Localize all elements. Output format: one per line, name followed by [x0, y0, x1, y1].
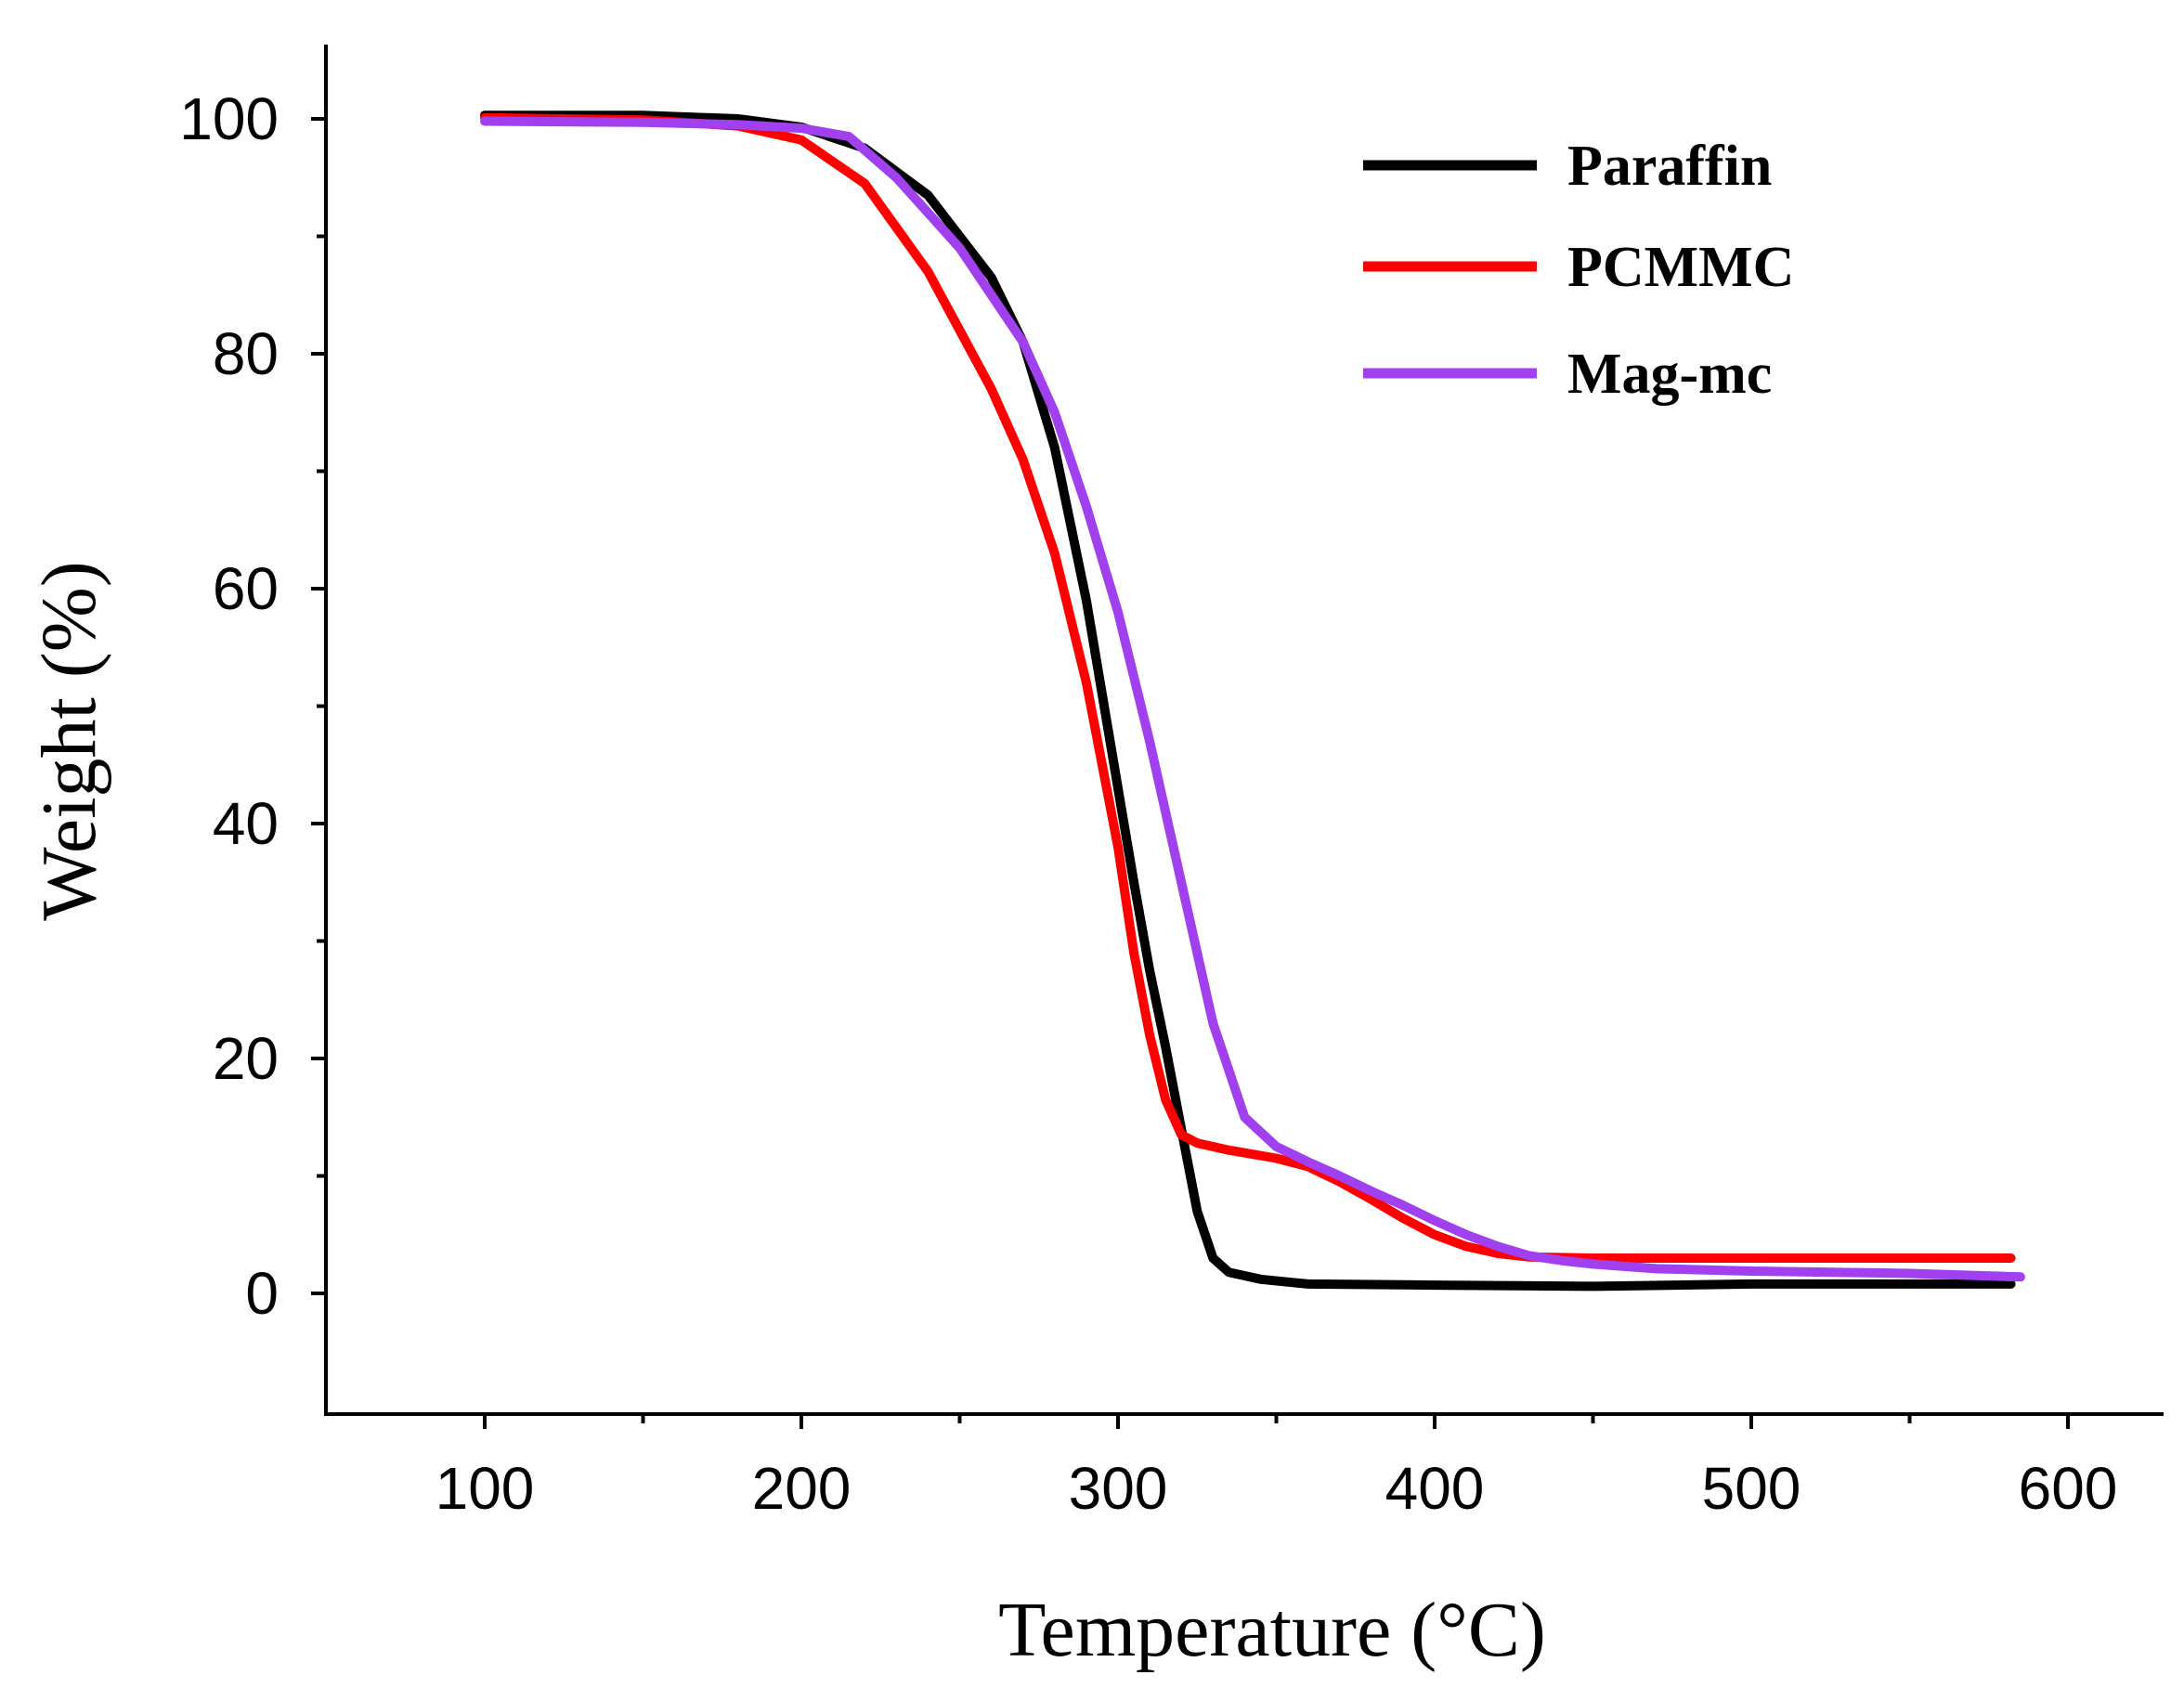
legend-label: PCMMC — [1567, 236, 1794, 299]
x-axis-title: Temperature (°C) — [998, 1587, 1546, 1673]
x-tick-label: 100 — [436, 1455, 535, 1522]
y-axis-title: Weight (%) — [26, 561, 112, 920]
tick-labels: 100 200 300 400 500 600 0 20 40 60 80 100 — [179, 85, 2117, 1522]
series-lines — [480, 110, 2025, 1292]
legend-label: Paraffin — [1567, 135, 1772, 198]
y-tick-label: 0 — [245, 1260, 279, 1327]
series-line-pcmmc — [480, 112, 2016, 1263]
axes — [324, 45, 2164, 1416]
x-tick-label: 500 — [1702, 1455, 1801, 1522]
x-tick-label: 300 — [1069, 1455, 1168, 1522]
y-tick-label: 40 — [213, 790, 279, 857]
series-line-mag-mc — [480, 116, 2025, 1282]
legend-label: Mag-mc — [1567, 343, 1772, 406]
y-tick-label: 100 — [179, 85, 279, 152]
y-tick-label: 20 — [213, 1025, 279, 1092]
x-tick-label: 400 — [1385, 1455, 1485, 1522]
y-tick-label: 80 — [213, 320, 279, 387]
x-tick-label: 600 — [2019, 1455, 2118, 1522]
x-tick-label: 200 — [752, 1455, 852, 1522]
legend: Paraffin PCMMC Mag-mc — [1363, 135, 1794, 406]
ticks — [311, 117, 2070, 1429]
y-tick-label: 60 — [213, 555, 279, 622]
